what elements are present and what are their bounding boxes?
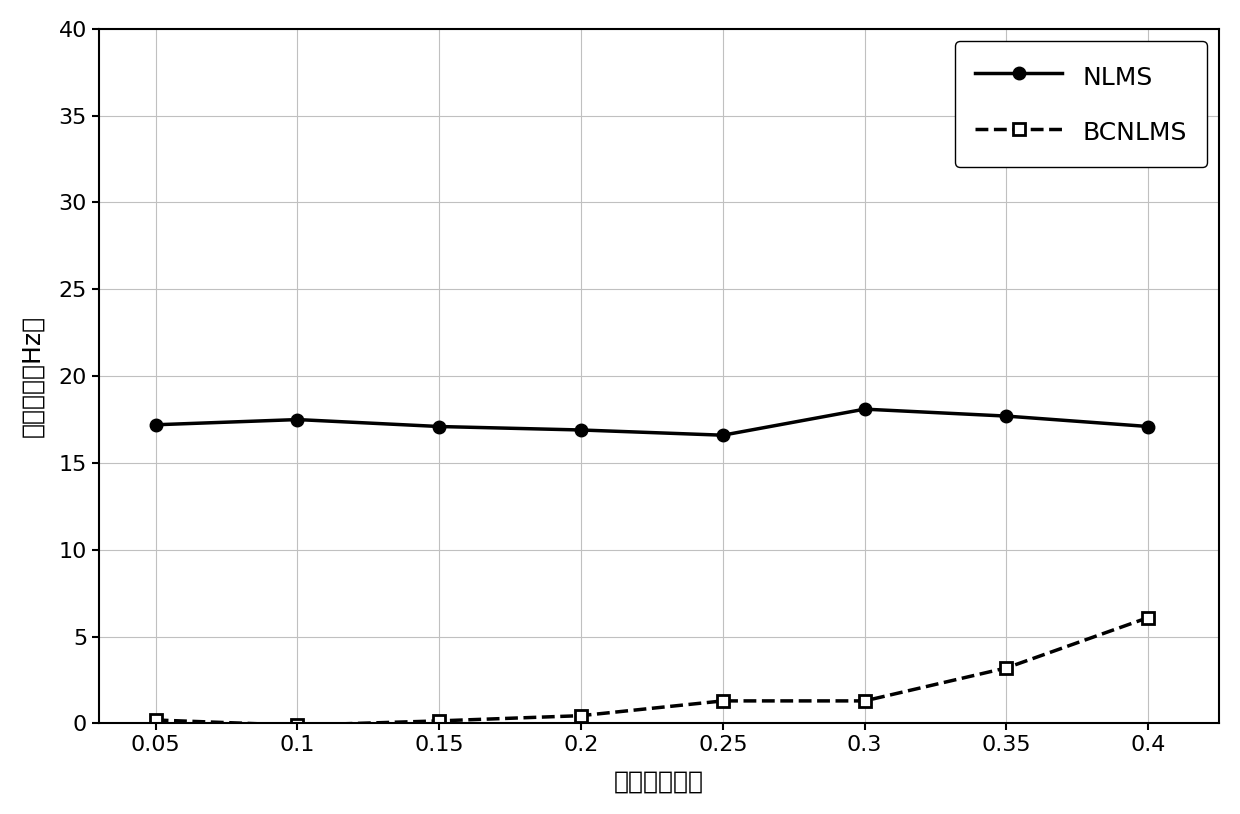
NLMS <box>715 431 730 440</box>
NLMS <box>290 414 305 424</box>
BCNLMS <box>999 663 1014 673</box>
BCNLMS <box>432 716 446 726</box>
BCNLMS <box>715 696 730 706</box>
Line: NLMS: NLMS <box>149 403 1154 441</box>
NLMS <box>1141 422 1156 431</box>
BCNLMS <box>290 720 305 730</box>
X-axis label: 输入噪声方差: 输入噪声方差 <box>614 769 704 793</box>
NLMS <box>857 405 872 414</box>
Y-axis label: 频率偏差（Hz）: 频率偏差（Hz） <box>21 315 45 437</box>
BCNLMS <box>574 711 589 720</box>
Line: BCNLMS: BCNLMS <box>150 612 1153 731</box>
NLMS <box>574 425 589 435</box>
BCNLMS <box>857 696 872 706</box>
BCNLMS <box>149 716 164 725</box>
NLMS <box>999 411 1014 421</box>
NLMS <box>149 420 164 430</box>
Legend: NLMS, BCNLMS: NLMS, BCNLMS <box>955 42 1207 168</box>
BCNLMS <box>1141 613 1156 623</box>
NLMS <box>432 422 446 431</box>
